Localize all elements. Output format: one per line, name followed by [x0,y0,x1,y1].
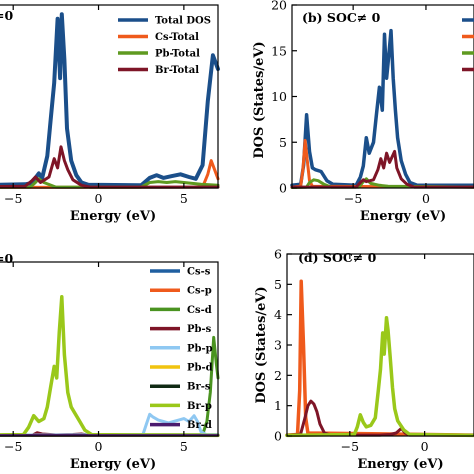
x-axis-title: Energy (eV) [70,457,156,472]
x-tick-label: 0 [421,439,429,454]
x-tick-label: 0 [95,191,103,206]
plot-frame [0,4,219,189]
panel-tag: =0 [0,251,13,266]
panel-c: −5 0 5 Energy (eV) =0 Cs-s Cs-p Cs-d Pb-s Pb-p Pb-… [0,251,220,472]
series-group [0,12,220,189]
legend: Cs-s Cs-p Cs-d Pb-s Pb-p Pb-d Br-s Br-p Br-d [150,267,213,431]
y-tick-label: 5 [274,277,282,292]
y-tick-label: 15 [271,43,287,58]
series-br-total [0,145,220,189]
legend: Total DOS Cs-Total Pb-Total Br-Total [118,16,211,76]
panel-d: −5 0 0 1 2 3 4 5 6 Energy (eV) DOS (States/eV) (d) … [254,247,474,472]
series-pb-p [0,412,220,437]
plot-frame [0,261,219,437]
series-total-dos [0,12,220,188]
x-axis-title: Energy (eV) [360,209,446,224]
x-tick-label: 5 [180,439,188,454]
legend-label: Pb-Total [155,49,200,60]
legend-label: Cs-Total [155,32,199,43]
x-tick-label: 5 [180,191,188,206]
legend-label: Br-d [187,420,212,431]
panel-tag: =0 [0,8,13,23]
series-cs-p [285,279,474,437]
y-tick-label: 1 [274,398,282,413]
x-axis-title: Energy (eV) [70,209,156,224]
y-tick-label: 5 [279,135,287,150]
y-tick-label: 4 [274,307,282,322]
legend-label: Pb-s [187,324,212,335]
x-tick-label: −5 [341,439,359,454]
y-tick-label: 3 [274,338,282,353]
series-pb-total [0,177,220,189]
series-group [285,279,474,438]
panel-tag: (b) SOC≠ 0 [302,10,381,25]
legend-label: Br-p [187,401,212,412]
y-axis-title: DOS (States/eV) [252,41,267,158]
legend-label: Pb-p [187,343,213,354]
y-tick-label: 0 [279,181,287,196]
legend-label: Cs-d [187,305,212,316]
y-tick-label: 6 [274,247,282,262]
y-tick-label: 2 [274,368,282,383]
panel-tag: (d) SOC≠ 0 [298,250,377,265]
panel-b: −5 0 0 5 10 15 20 Energy (eV) DOS (States/eV) (b)… [252,0,474,224]
legend-label: Pb-d [187,363,213,374]
series-total-dos [290,28,474,188]
legend-label: Total DOS [155,16,211,27]
legend-label: Cs-s [187,267,211,278]
y-tick-label: 10 [271,89,287,104]
series-br-total [290,149,474,189]
x-axis-title: Energy (eV) [357,457,443,472]
y-tick-label: 0 [274,429,282,444]
x-tick-label: −5 [4,191,22,206]
series-group [0,295,220,438]
y-axis-title: DOS (States/eV) [254,286,269,403]
series-pb-s [285,399,474,437]
series-br-p [0,295,220,438]
legend-label: Br-s [187,382,211,393]
x-tick-label: −5 [4,439,22,454]
legend-label: Cs-p [187,286,212,297]
legend-label: Br-Total [155,65,199,76]
series-cs-total [290,138,474,189]
series-group [290,28,474,189]
y-tick-label: 20 [271,0,287,13]
x-tick-label: 0 [422,191,430,206]
x-tick-label: −5 [344,191,362,206]
x-tick-label: 0 [95,439,103,454]
panel-a: −5 0 5 Energy (eV) =0 Total DOS Cs-Total Pb-Tot… [0,4,220,224]
series-br-p [285,315,474,438]
